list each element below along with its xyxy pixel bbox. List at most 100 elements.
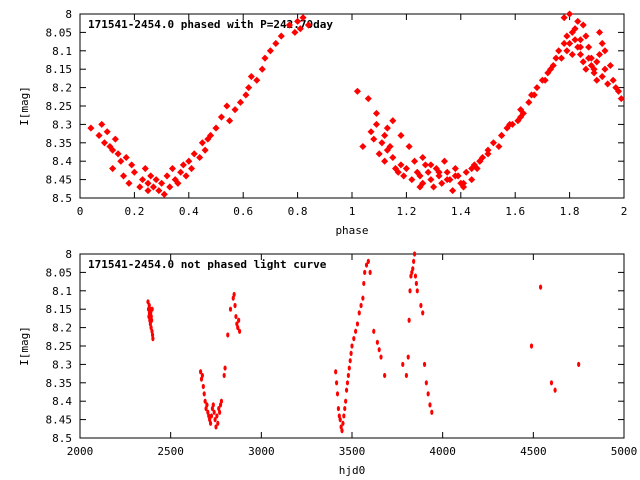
phased-data-point [163,172,171,180]
phased-x-tick-label: 0.2 [124,205,144,218]
unphased-data-point [150,306,154,312]
phased-data-point [147,172,155,180]
phased-y-tick-label: 8.05 [46,26,73,39]
phased-data-point [585,43,593,51]
unphased-data-point [415,288,419,294]
phased-data-point [563,47,571,55]
phased-x-tick-label: 0 [77,205,84,218]
phased-data-point [179,161,187,169]
unphased-data-point [340,428,344,434]
phased-data-point [155,187,163,195]
unphased-x-tick-label: 2500 [157,445,184,458]
unphased-data-point [361,295,365,301]
unphased-y-tick-label: 8.45 [46,414,73,427]
phased-data-point [576,36,585,44]
unphased-data-point [401,361,405,367]
phased-data-point [451,172,459,180]
unphased-y-tick-label: 8.3 [52,358,72,371]
unphased-data-point [151,336,155,342]
phased-data-point [266,47,274,55]
phased-data-point [609,76,617,84]
phased-data-point [430,183,438,191]
phased-x-tick-label: 1.4 [451,205,471,218]
phased-data-point [557,54,565,62]
unphased-data-point [363,269,367,275]
unphased-data-point [421,310,425,316]
unphased-plot-title: 171541-2454.0 not phased light curve [88,258,327,271]
phased-data-point [198,139,206,147]
phased-data-point [574,43,582,51]
phased-data-point [476,157,484,165]
phased-data-point [419,179,427,187]
unphased-plot-xlabel: hjd0 [339,464,366,477]
unphased-data-point [223,365,227,371]
phased-plot-title: 171541-2454.0 phased with P=242.70day [88,18,333,31]
unphased-y-tick-label: 8.4 [52,395,72,408]
phased-data-point [568,50,576,59]
unphased-data-point [200,372,204,379]
unphased-data-point [219,398,224,404]
unphased-data-point [430,409,434,415]
phased-y-tick-label: 8.35 [46,137,73,150]
phased-x-tick-label: 1 [349,205,356,218]
unphased-data-point [334,380,339,386]
phased-data-point [182,172,190,180]
unphased-y-tick-label: 8 [65,248,72,261]
unphased-data-point [346,372,350,379]
phased-data-point [495,142,503,151]
phased-data-point [149,183,157,191]
unphased-x-tick-label: 3000 [248,445,275,458]
phased-y-tick-label: 8.25 [46,100,73,113]
phased-data-point [571,25,579,33]
phased-y-tick-label: 8.1 [52,45,72,58]
phased-data-point [160,190,168,198]
phased-data-point [114,150,122,158]
phased-data-point [533,84,541,92]
unphased-data-point [350,343,354,349]
unphased-data-point [412,258,416,264]
phased-data-point [272,39,280,47]
phased-data-point [125,179,133,187]
phased-data-point [174,179,182,187]
phased-data-point [498,131,506,139]
phased-data-point [299,14,307,22]
phased-data-point [177,168,185,176]
phased-plot-points [87,10,625,198]
phased-data-point [517,106,525,114]
phased-data-point [141,165,149,173]
phased-data-point [386,142,394,151]
phased-data-point [427,176,435,184]
unphased-data-point [372,328,376,334]
unphased-data-point [412,251,417,257]
phased-data-point [381,131,389,139]
phased-data-point [595,28,604,36]
phased-y-tick-label: 8.5 [52,192,72,205]
phased-x-tick-label: 0.4 [179,205,199,218]
unphased-data-point [213,417,217,423]
phased-data-point [117,157,125,165]
phased-data-point [378,139,386,147]
phased-data-point [400,172,408,180]
phased-data-point [207,131,215,139]
phased-data-point [196,153,204,162]
phased-data-point [285,21,293,29]
phased-data-point [462,168,470,176]
phased-data-point [136,183,144,191]
phased-data-point [296,25,304,33]
phased-data-point [236,98,245,106]
phased-data-point [566,39,574,47]
phased-y-tick-label: 8.2 [52,82,72,95]
phased-data-point [242,91,250,99]
unphased-data-point [209,413,214,419]
unphased-x-tick-label: 4500 [520,445,547,458]
unphased-data-point [422,361,427,367]
phased-data-point [473,165,481,173]
unphased-data-point [205,402,209,408]
phased-data-point [109,146,117,154]
phased-data-point [223,102,231,110]
unphased-data-point [538,284,543,290]
unphased-data-point [411,266,415,272]
unphased-y-tick-label: 8.1 [52,285,72,298]
unphased-data-point [404,372,408,379]
phased-data-point [226,117,234,125]
